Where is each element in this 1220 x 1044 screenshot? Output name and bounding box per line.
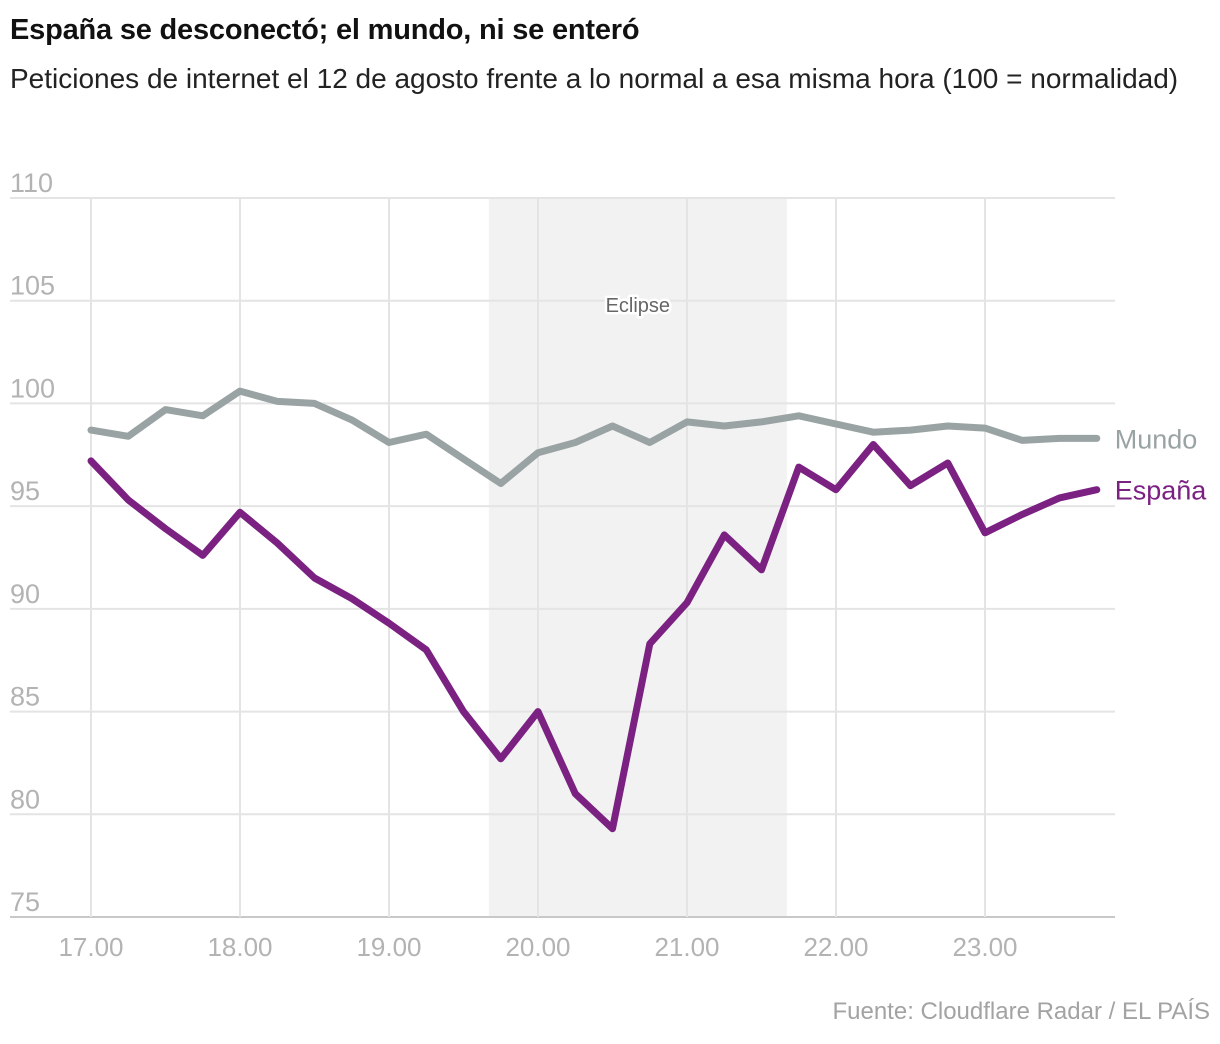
- eclipse-label: Eclipse: [606, 295, 670, 317]
- x-tick-label: 23.00: [952, 932, 1017, 962]
- eclipse-label-halo: Eclipse: [606, 295, 670, 317]
- y-tick-label: 75: [10, 887, 40, 917]
- series-line-mundo: [87, 387, 1101, 487]
- x-tick-label: 22.00: [803, 932, 868, 962]
- y-tick-label: 90: [10, 579, 40, 609]
- series-line-espana: [87, 441, 1101, 833]
- y-tick-label: 100: [10, 373, 55, 403]
- x-tick-label: 20.00: [505, 932, 570, 962]
- y-tick-label: 85: [10, 682, 40, 712]
- x-tick-label: 17.00: [58, 932, 123, 962]
- y-tick-label: 110: [10, 168, 53, 198]
- y-tick-label: 105: [10, 271, 55, 301]
- x-tick-label: 18.00: [207, 932, 272, 962]
- chart-subtitle: Peticiones de internet el 12 de agosto f…: [10, 63, 1179, 94]
- source-note: Fuente: Cloudflare Radar / EL PAÍS: [832, 998, 1210, 1025]
- y-tick-label: 80: [10, 784, 40, 814]
- x-tick-label: 19.00: [356, 932, 421, 962]
- y-tick-label: 95: [10, 476, 40, 506]
- x-tick-label: 21.00: [654, 932, 719, 962]
- series-label-mundo: Mundo: [1115, 424, 1198, 454]
- series-label-espana: España: [1115, 476, 1208, 506]
- chart-title: España se desconectó; el mundo, ni se en…: [10, 14, 640, 46]
